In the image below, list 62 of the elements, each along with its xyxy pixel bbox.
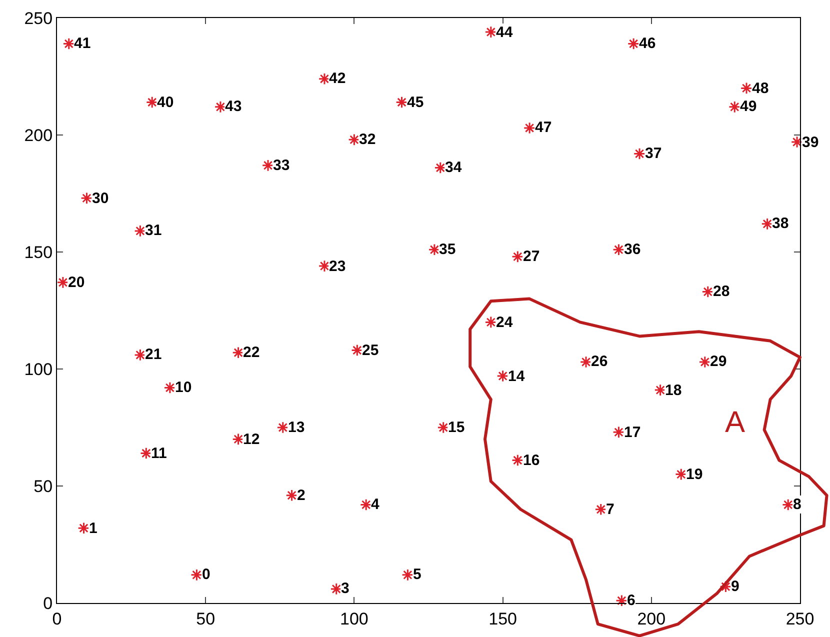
annotation: 3 [341,580,350,597]
annotation: 11 [151,445,167,462]
x-tick-label: 50 [196,609,216,628]
annotation: 14 [508,368,526,385]
annotation: 26 [591,353,608,370]
y-tick-label: 0 [43,594,53,613]
annotation: 0 [202,566,210,583]
annotation: 39 [802,134,819,151]
x-tick-label: 150 [488,609,517,628]
annotation: 4 [371,496,380,513]
y-tick-label: 150 [24,242,53,262]
annotation: 9 [731,578,740,595]
annotation: 5 [413,566,422,583]
annotation: 44 [496,24,514,41]
annotation: 13 [288,419,305,436]
annotation: 20 [68,274,85,291]
annotation: 31 [145,222,162,239]
y-tick-label: 50 [34,476,53,496]
annotation: 21 [145,346,162,363]
annotation: 7 [606,501,614,518]
x-tick-label: 100 [340,609,368,628]
annotation: 34 [445,159,462,176]
annotation: 2 [297,487,306,504]
annotation: 35 [439,241,456,258]
x-tick-label: 200 [637,609,666,628]
annotation: 8 [793,496,802,513]
y-tick-label: 100 [24,360,53,379]
annotation: 49 [740,98,757,115]
annotation: A [725,406,746,439]
annotation: 36 [624,241,641,258]
annotation: 46 [639,35,656,52]
annotation: 32 [359,131,376,148]
annotation: 18 [665,382,682,399]
annotation: 33 [273,157,290,174]
annotation: 15 [448,419,465,436]
annotation: 28 [713,283,730,300]
annotation: 22 [243,344,260,361]
annotation: 27 [523,248,540,265]
annotation: 12 [243,431,260,448]
annotation: 29 [710,353,727,370]
x-tick-label: 250 [786,609,814,628]
annotation: 47 [535,119,552,136]
annotation: 1 [89,520,98,537]
y-tick-label: 200 [24,126,53,145]
annotation: 23 [329,258,346,275]
annotation: 25 [362,342,379,359]
annotation: 16 [523,452,540,469]
annotation: 37 [645,145,662,162]
annotation: 38 [772,215,789,232]
annotation: 17 [624,424,641,441]
annotation: 48 [752,80,769,97]
annotation: 40 [157,94,174,111]
annotation: 19 [686,466,703,483]
annotation: 30 [92,190,109,207]
annotation: 45 [407,94,424,111]
annotation: 10 [175,379,192,396]
annotation: 24 [496,314,514,331]
annotation: 42 [329,70,346,87]
annotation: 6 [627,592,636,609]
annotation: 41 [74,35,91,52]
y-tick-label: 250 [24,8,53,28]
annotation: 43 [225,98,242,115]
